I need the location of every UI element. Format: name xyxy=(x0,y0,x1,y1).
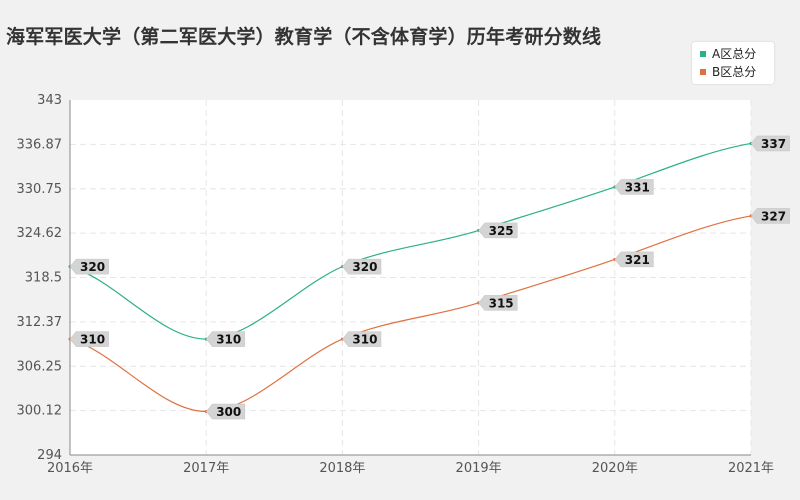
y-tick-label: 300.12 xyxy=(17,404,63,419)
data-label-tag xyxy=(750,135,790,152)
legend-label-a: A区总分 xyxy=(712,47,757,61)
data-label: 325 xyxy=(489,224,514,238)
data-label: 300 xyxy=(216,405,241,419)
chart-title: 海军军医大学（第二军医大学）教育学（不含体育学）历年考研分数线 xyxy=(6,26,602,48)
data-label: 310 xyxy=(216,333,241,347)
y-tick-label: 312.37 xyxy=(17,315,63,330)
data-label-layer: 320 310 320 325 331 337 310 300 310 315 321 327 xyxy=(69,135,790,420)
y-tick-label: 294 xyxy=(37,448,62,463)
y-tick-label: 306.25 xyxy=(17,359,63,374)
x-tick-label: 2018年 xyxy=(319,461,365,476)
data-label: 327 xyxy=(761,209,786,223)
legend-item-a[interactable]: A区总分 xyxy=(700,46,756,62)
legend-label-b: B区总分 xyxy=(712,65,757,79)
data-label-tag xyxy=(69,258,109,275)
data-label: 310 xyxy=(80,333,105,347)
y-tick-label: 343 xyxy=(37,93,62,108)
x-tick-label: 2017年 xyxy=(183,461,229,476)
data-label-tag xyxy=(205,403,246,420)
data-label: 321 xyxy=(625,253,650,267)
data-label-tag xyxy=(69,331,109,347)
data-label: 320 xyxy=(352,260,377,274)
x-tick-label: 2021年 xyxy=(728,461,774,476)
x-tick-label: 2019年 xyxy=(456,461,502,476)
data-label: 320 xyxy=(80,260,105,274)
data-label-tag xyxy=(614,179,654,195)
x-tick-label: 2016年 xyxy=(47,461,93,476)
grid-layer xyxy=(70,100,752,455)
data-label: 310 xyxy=(352,333,377,347)
y-tick-label: 336.87 xyxy=(17,137,63,152)
y-tick-label: 324.62 xyxy=(17,226,63,241)
x-tick-label: 2020年 xyxy=(592,461,638,476)
data-label-tag xyxy=(205,331,246,347)
data-label-tag xyxy=(342,258,382,275)
y-tick-label: 330.75 xyxy=(17,182,63,197)
axis-layer xyxy=(69,100,751,456)
data-label-tag xyxy=(342,331,382,347)
legend: A区总分 B区总分 xyxy=(692,42,774,84)
legend-item-b[interactable]: B区总分 xyxy=(700,64,756,80)
y-tick-label: 318.5 xyxy=(25,271,62,286)
data-label: 315 xyxy=(489,296,514,310)
legend-swatch-b xyxy=(700,68,706,75)
data-label: 331 xyxy=(625,180,650,194)
data-label: 337 xyxy=(761,137,786,151)
data-label-tag xyxy=(478,222,518,239)
data-label-tag xyxy=(614,251,654,268)
tick-layer: 294 300.12 306.25 312.37 318.5 324.62 330.75 33… xyxy=(17,93,775,476)
data-label-tag xyxy=(750,208,790,224)
legend-swatch-a xyxy=(700,50,706,57)
data-label-tag xyxy=(478,295,518,311)
